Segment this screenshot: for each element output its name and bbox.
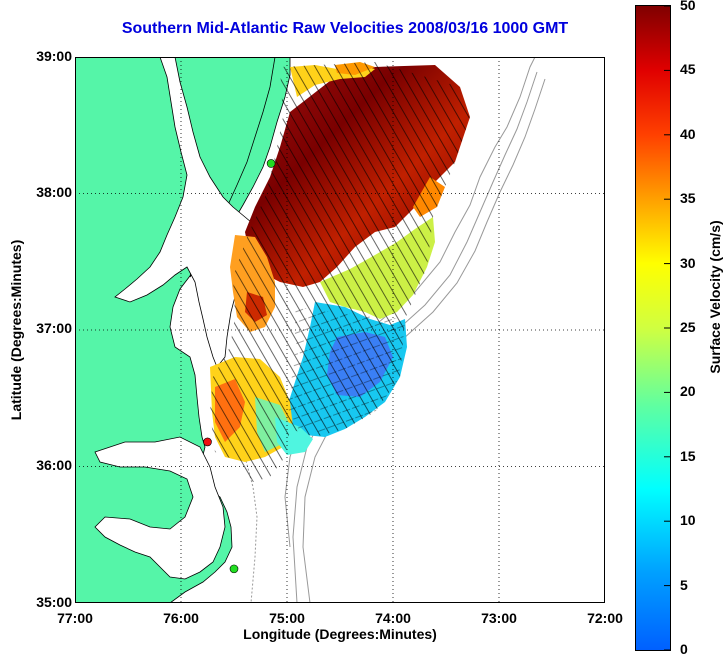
lon-tick-76: 76:00 — [163, 610, 199, 626]
station-marker-duck — [203, 437, 212, 447]
colorbar-tick-label: 15 — [680, 447, 696, 464]
lat-tick-36: 36:00 — [36, 457, 72, 473]
lon-tick-77: 77:00 — [57, 610, 93, 626]
station-marker-middle — [266, 159, 276, 168]
map-grid — [75, 57, 605, 603]
colorbar-tick-label: 5 — [680, 576, 688, 593]
colorbar-tick-label: 25 — [680, 319, 696, 335]
lon-tick-72: 72:00 — [587, 610, 623, 626]
colorbar-tick-label: 30 — [680, 254, 696, 271]
map-canvas — [74, 48, 605, 604]
lon-tick-75: 75:00 — [269, 610, 305, 626]
colorbar-label: Surface Velocity (cm/s) — [707, 220, 723, 374]
lon-tick-74: 74:00 — [375, 610, 411, 626]
station-marker-southern-outer-banks — [229, 564, 239, 574]
colorbar-tick-label: 50 — [680, 0, 696, 13]
map-border — [75, 57, 605, 603]
colorbar — [635, 5, 671, 651]
map-title: Southern Mid-Atlantic Raw Velocities 200… — [121, 20, 569, 37]
lat-tick-39: 39:00 — [36, 48, 72, 64]
colorbar-gradient — [636, 6, 670, 650]
lon-tick-73: 73:00 — [481, 610, 517, 626]
y-axis-label: Latitude (Degrees:Minutes) — [8, 239, 24, 421]
velocity-field — [210, 62, 470, 482]
colorbar-tick-label: 10 — [680, 512, 696, 529]
colorbar-tick-label: 20 — [680, 383, 696, 400]
colorbar-tick-label: 0 — [680, 641, 688, 657]
lat-tick-37: 37:00 — [36, 320, 72, 336]
x-axis-label: Longitude (Degrees:Minutes) — [243, 626, 437, 642]
lat-tick-38: 38:00 — [36, 184, 72, 200]
colorbar-tick-label: 45 — [680, 61, 696, 78]
pamlico-sound — [94, 436, 226, 580]
lat-tick-35: 35:00 — [36, 594, 72, 610]
map-plot-area — [74, 48, 605, 604]
colorbar-tick-label: 40 — [680, 125, 696, 142]
colorbar-tick-label: 35 — [680, 190, 696, 207]
chesapeake-bay — [114, 56, 258, 368]
